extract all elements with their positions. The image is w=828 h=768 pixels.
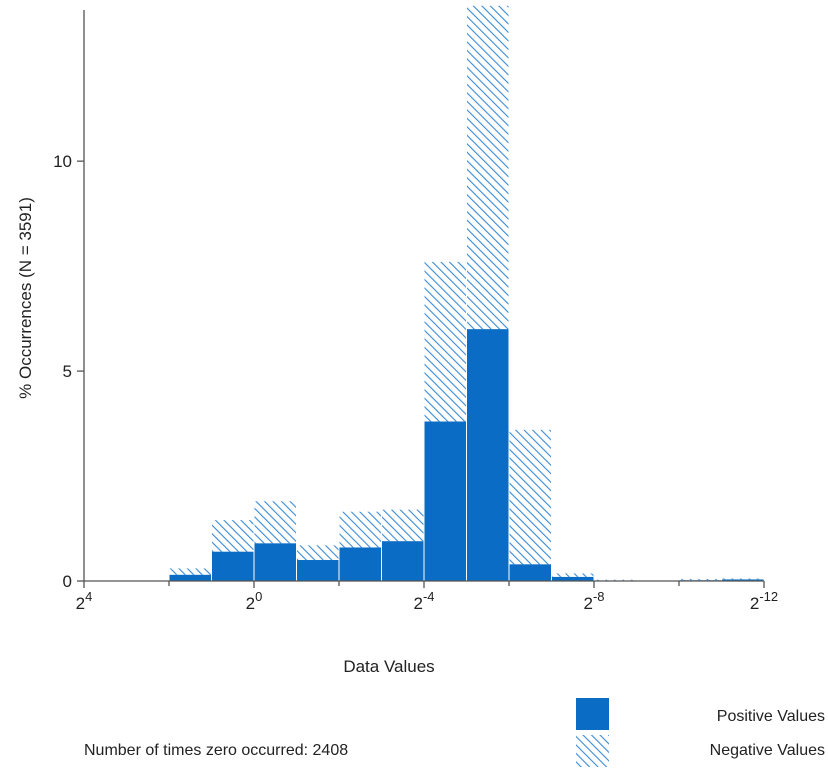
bar-positive (339, 547, 381, 581)
bar-negative (169, 568, 211, 575)
bar-negative (254, 501, 296, 544)
bar-negative (339, 511, 381, 548)
bar-negative (467, 5, 509, 330)
bar-negative (212, 520, 254, 552)
bar-positive (169, 574, 211, 581)
y-axis-label: % Occurrences (N = 3591) (16, 197, 35, 399)
y-tick-label: 0 (63, 572, 72, 591)
x-tick-label: 2-8 (583, 589, 604, 613)
bar-positive (212, 551, 254, 581)
bar-positive (424, 421, 466, 581)
axes-layer: 0 5 10 24 20 2-4 2-8 2-12 (53, 10, 778, 613)
legend: Positive Values Negative Values (576, 698, 825, 767)
bar-negative (424, 261, 466, 422)
bar-positive (509, 564, 551, 581)
bar-negative (552, 573, 594, 577)
bar-positive (254, 543, 296, 581)
bar-negative (722, 578, 764, 580)
y-tick-label: 10 (53, 152, 72, 171)
bar-negative (679, 578, 721, 581)
bars-layer (169, 5, 764, 581)
x-axis-label: Data Values (343, 657, 434, 676)
legend-label-positive: Positive Values (717, 708, 825, 725)
x-tick-label: 2-12 (750, 589, 778, 613)
y-tick-label: 5 (63, 362, 72, 381)
bar-negative (509, 429, 551, 565)
x-tick-label: 20 (246, 589, 263, 613)
legend-swatch-negative (576, 735, 609, 767)
bar-positive (467, 329, 509, 581)
bar-negative (382, 509, 424, 542)
x-tick-label: 24 (76, 589, 93, 613)
bar-negative (297, 545, 339, 561)
zero-count-annotation: Number of times zero occurred: 2408 (84, 742, 348, 759)
x-tick-label: 2-4 (413, 589, 434, 613)
legend-swatch-positive (576, 698, 609, 730)
bar-positive (297, 560, 339, 581)
bar-positive (382, 541, 424, 581)
bar-positive (552, 576, 594, 581)
legend-label-negative: Negative Values (710, 742, 825, 759)
bar-positive (722, 579, 764, 581)
